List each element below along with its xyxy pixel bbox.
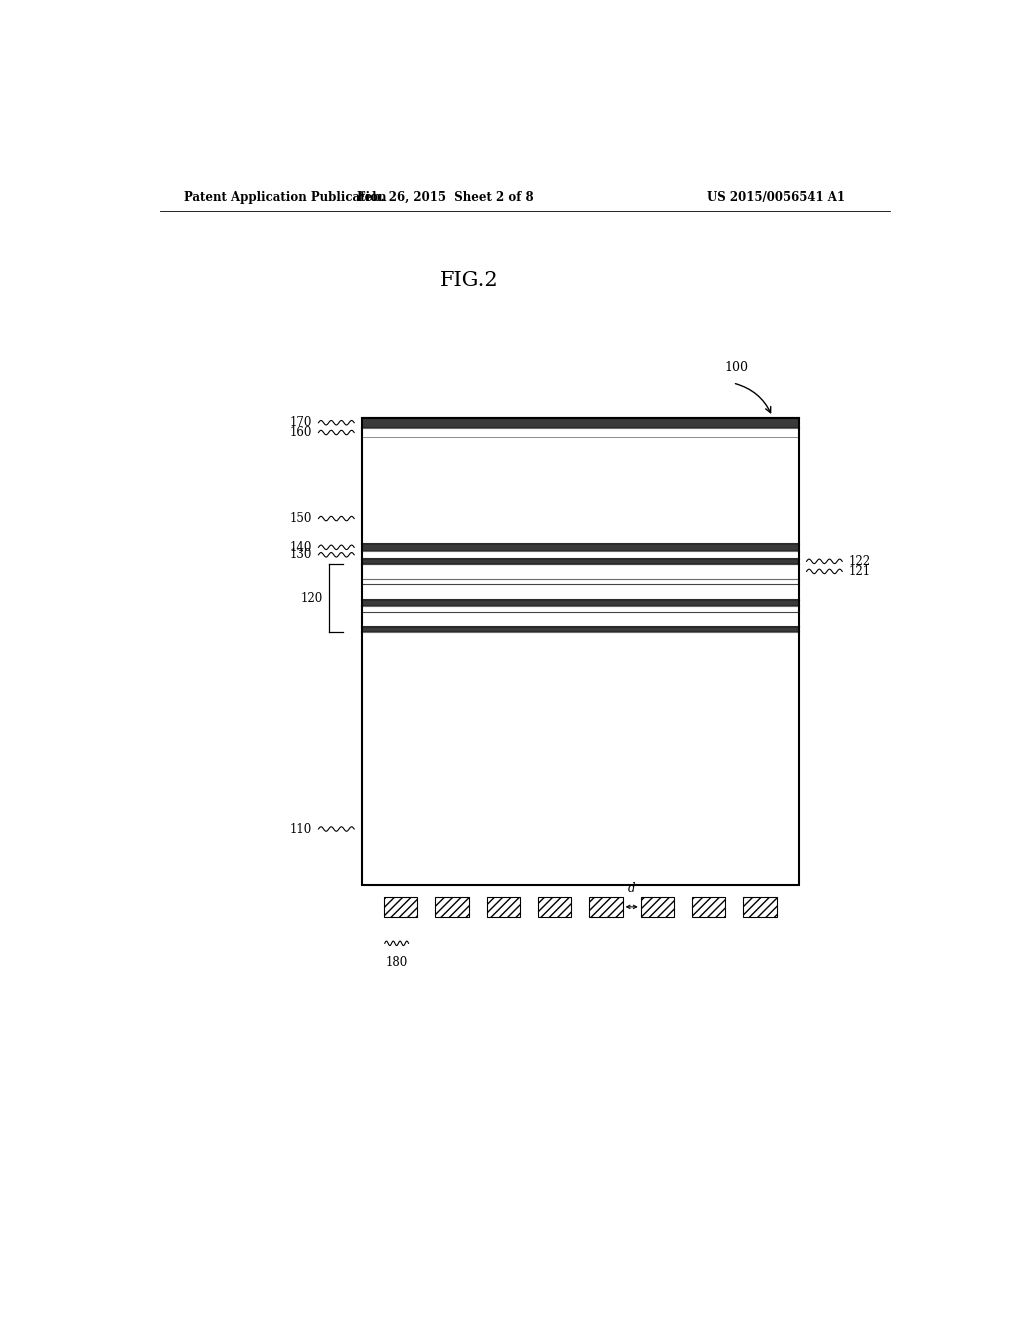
Text: 170: 170 [290, 416, 312, 429]
Text: 150: 150 [290, 512, 312, 525]
Bar [362, 437, 799, 544]
Bar [362, 564, 799, 579]
Bar [362, 606, 799, 611]
Bar [362, 417, 799, 428]
Text: Feb. 26, 2015  Sheet 2 of 8: Feb. 26, 2015 Sheet 2 of 8 [357, 190, 534, 203]
Bar [384, 896, 418, 917]
Bar [435, 896, 469, 917]
Bar [362, 550, 799, 558]
Bar [362, 632, 799, 886]
Bar [362, 544, 799, 550]
Text: Patent Application Publication: Patent Application Publication [183, 190, 386, 203]
Text: d: d [628, 882, 636, 895]
Text: 130: 130 [290, 548, 312, 561]
Text: 160: 160 [290, 426, 312, 440]
Bar [362, 428, 799, 437]
Bar [641, 896, 674, 917]
Text: 140: 140 [290, 541, 312, 554]
Text: 122: 122 [849, 554, 870, 568]
Bar [362, 627, 799, 632]
Bar [538, 896, 571, 917]
Bar [362, 417, 799, 886]
Text: 110: 110 [290, 822, 312, 836]
Bar [590, 896, 623, 917]
Text: 100: 100 [725, 362, 749, 374]
Bar [362, 417, 799, 886]
Bar [362, 585, 799, 599]
Text: US 2015/0056541 A1: US 2015/0056541 A1 [708, 190, 846, 203]
Text: 180: 180 [385, 956, 408, 969]
Bar [486, 896, 520, 917]
Text: 120: 120 [300, 591, 323, 605]
Bar [362, 611, 799, 627]
Bar [362, 579, 799, 585]
Bar [362, 599, 799, 606]
Text: FIG.2: FIG.2 [440, 271, 499, 290]
Bar [362, 558, 799, 564]
Text: 121: 121 [849, 565, 870, 578]
Bar [743, 896, 777, 917]
Bar [692, 896, 725, 917]
